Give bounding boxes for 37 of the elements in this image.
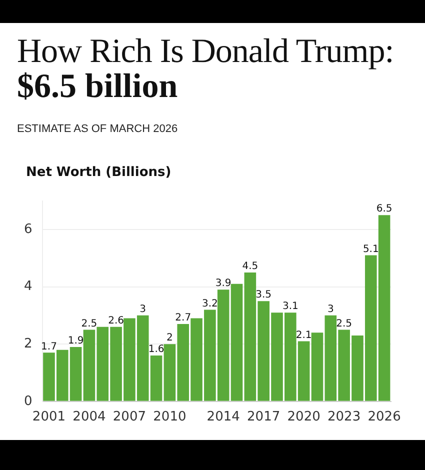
data-label: 2.5 [336,318,352,330]
data-label: 3.9 [215,278,232,290]
x-tick-label: 2026 [368,410,401,425]
data-label: 2.7 [175,312,192,324]
x-tick-label: 2001 [32,410,66,425]
data-label: 5.1 [362,244,379,255]
y-tick-label: 4 [24,279,32,294]
data-label: 2.5 [81,318,98,330]
y-tick-label: 6 [24,222,32,237]
x-tick-label: 2020 [287,410,320,425]
y-tick-label: 2 [24,336,32,352]
bar [230,284,243,401]
y-tick-label: 0 [24,394,32,409]
x-tick-label: 2004 [72,410,106,425]
chart-title: How Rich Is Donald Trump: [17,33,394,71]
bar [311,332,324,401]
x-tick-label: 2010 [153,410,186,425]
x-tick-label: 2014 [206,410,240,425]
data-label: 3.1 [282,301,298,312]
data-label: 3 [327,304,334,316]
data-label: 4.5 [242,261,258,272]
data-label: 1.7 [41,341,57,352]
data-label: 3.5 [256,290,272,301]
x-tick-label: 2017 [247,410,280,425]
text: ESTIMATE AS OF MARCH 2026 [17,123,178,135]
data-label: 2.6 [108,315,124,326]
data-label: 3 [140,304,146,316]
x-tick-label: 2023 [328,410,361,425]
data-label: 6.5 [376,204,392,215]
data-label: 1.6 [148,344,164,356]
y-axis-title: Net Worth (Billions) [26,165,172,180]
data-label: 2.1 [296,330,312,341]
data-label: 2 [166,332,173,344]
x-tick-label: 2007 [112,410,146,425]
data-label: 1.9 [68,336,84,347]
chart-subtitle: $6.5 billion [17,68,178,106]
data-label: 3.2 [202,298,218,310]
